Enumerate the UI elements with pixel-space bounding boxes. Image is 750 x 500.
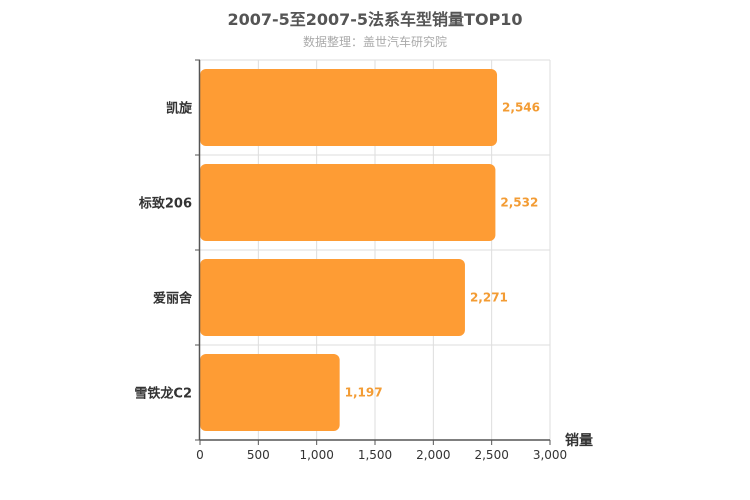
x-tick-label: 1,000: [299, 448, 333, 462]
data-label: 2,532: [500, 196, 538, 210]
bar: [200, 259, 465, 336]
x-tick-label: 1,500: [358, 448, 392, 462]
chart-title: 2007-5至2007-5法系车型销量TOP10: [227, 10, 523, 29]
chart-subtitle: 数据整理：盖世汽车研究院: [302, 35, 447, 49]
x-tick-label: 2,000: [416, 448, 450, 462]
bars: 2,546 2,532 2,271 1,197: [200, 69, 540, 431]
data-label: 1,197: [345, 386, 383, 400]
bar: [200, 354, 340, 431]
x-axis-title: 销量: [565, 432, 593, 449]
y-tick-label: 标致206: [138, 196, 192, 212]
y-tick-label: 爱丽舍: [153, 291, 193, 307]
y-tick-label: 雪铁龙C2: [134, 386, 192, 402]
x-tick-label: 0: [196, 448, 204, 462]
x-tick-label: 3,000: [533, 448, 567, 462]
data-label: 2,271: [470, 291, 508, 305]
bar: [200, 164, 496, 241]
data-label: 2,546: [502, 101, 540, 115]
x-tick-label: 500: [247, 448, 270, 462]
bar: [200, 69, 498, 146]
x-tick-label: 2,500: [474, 448, 508, 462]
y-tick-label: 凯旋: [166, 101, 193, 117]
